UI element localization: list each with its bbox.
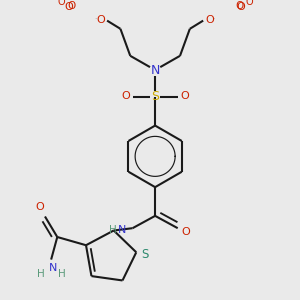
Text: H: H bbox=[37, 269, 45, 279]
Text: O: O bbox=[67, 1, 75, 11]
Text: O: O bbox=[235, 1, 243, 11]
Text: H: H bbox=[58, 269, 65, 279]
Text: O: O bbox=[121, 91, 130, 101]
Text: S: S bbox=[151, 90, 159, 104]
Text: O: O bbox=[97, 15, 105, 25]
Text: O: O bbox=[245, 0, 253, 7]
Text: O: O bbox=[205, 15, 214, 25]
Text: O: O bbox=[181, 91, 189, 101]
Text: N: N bbox=[118, 225, 127, 235]
Text: O: O bbox=[237, 2, 245, 12]
Text: O: O bbox=[57, 0, 65, 7]
Text: O: O bbox=[182, 227, 190, 237]
Text: N: N bbox=[49, 263, 57, 273]
Text: O: O bbox=[35, 202, 44, 212]
Text: H: H bbox=[109, 225, 117, 235]
Text: S: S bbox=[141, 248, 148, 261]
Text: N: N bbox=[150, 64, 160, 77]
Text: O: O bbox=[65, 2, 74, 12]
